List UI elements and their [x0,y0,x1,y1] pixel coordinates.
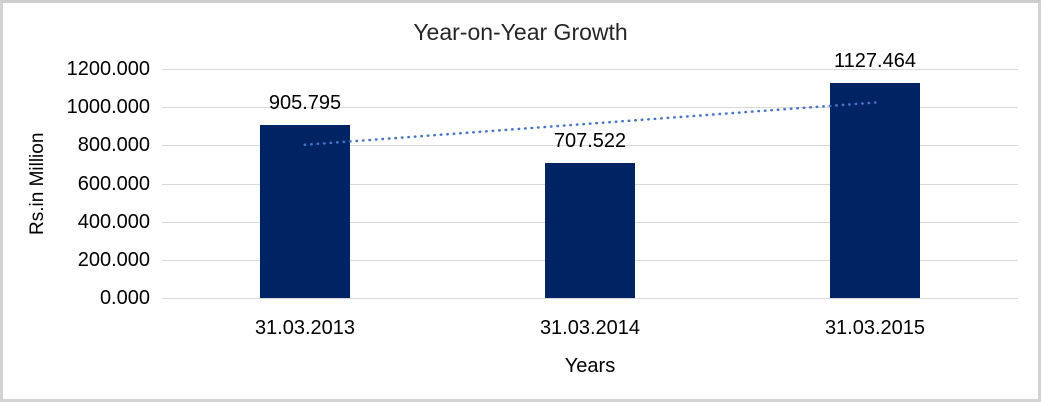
data-label: 1127.464 [834,50,916,72]
bar [545,163,635,298]
gridline [162,145,1018,146]
bar [830,83,920,298]
y-axis-tick-label: 1200.000 [66,58,150,80]
y-axis-tick-label: 0.000 [99,287,150,309]
chart-title: Year-on-Year Growth [413,19,628,45]
bar [260,125,350,298]
x-axis-tick-label: 31.03.2015 [824,317,926,339]
trendline [303,101,877,147]
data-label: 905.795 [268,92,342,114]
x-axis-tick-label: 31.03.2013 [254,317,356,339]
x-axis-tick-label: 31.03.2014 [539,317,641,339]
y-axis-tick-label: 800.000 [77,134,150,156]
x-axis-title: Years [564,355,616,377]
y-axis-tick-label: 200.000 [77,249,150,271]
y-axis-tick-label: 400.000 [77,211,150,233]
data-label: 707.522 [553,130,627,152]
gridline [162,107,1018,108]
y-axis-tick-label: 600.000 [77,173,150,195]
plot-area: 905.795 707.522 1127.464 [162,50,1018,299]
y-axis-tick-label: 1000.000 [66,96,150,118]
gridline [162,298,1018,299]
gridline [162,69,1018,70]
